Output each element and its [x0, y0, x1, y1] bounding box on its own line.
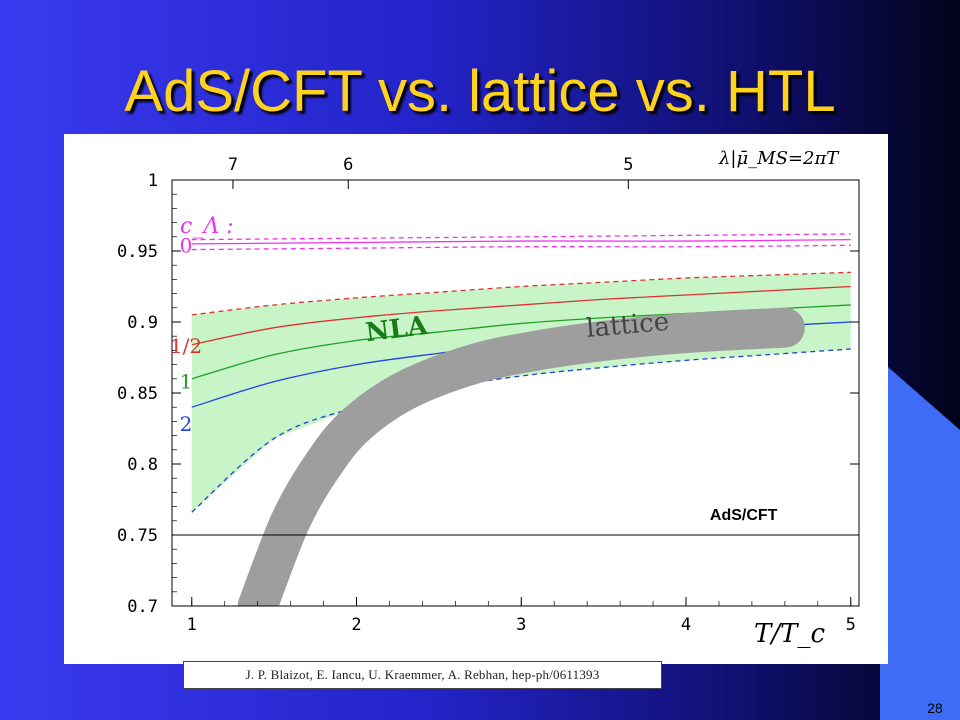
y-tick-label: 0.9	[127, 313, 158, 333]
series-line-2	[191, 244, 851, 251]
series-line-3	[191, 285, 851, 346]
bottom-mask	[64, 606, 888, 664]
series-line-0	[191, 238, 851, 245]
top-tick-label: 6	[343, 155, 353, 175]
x-tick-label: 3	[516, 615, 526, 635]
x-tick-label: 4	[681, 615, 691, 635]
series-line-7	[191, 348, 851, 513]
adscft-label: AdS/CFT	[710, 507, 778, 524]
y-tick-label: 0.75	[117, 526, 158, 546]
accent-wedge-shape	[880, 360, 960, 720]
citation: J. P. Blaizot, E. Iancu, U. Kraemmer, A.…	[183, 661, 662, 689]
y-tick-label: 0.7	[127, 597, 158, 617]
lattice-band	[237, 307, 805, 626]
axes-frame-layer	[171, 179, 860, 607]
x-tick-label: 1	[187, 615, 197, 635]
series-label: 2	[180, 412, 193, 436]
nla-band	[191, 272, 851, 513]
x-tick-label: 5	[846, 615, 856, 635]
series-label: 1/2	[170, 334, 202, 358]
top-axis-label: λ|μ̄_MS=2πT	[718, 148, 840, 169]
x-tick-label: 2	[351, 615, 361, 635]
y-tick-label: 0.85	[117, 384, 158, 404]
top-tick-label: 7	[228, 155, 238, 175]
series-line-1	[191, 233, 851, 241]
chart-figure: 0.7 0.75 0.8 0.85 0.9 0.95 1 1 2 3 4 5 7 6 5 T/T_c λ|μ̄_…	[64, 134, 888, 664]
series-label: 1	[180, 370, 193, 394]
chart-svg: 0.7 0.75 0.8 0.85 0.9 0.95 1 1 2 3 4 5 7 6 5 T/T_c λ|μ̄_…	[64, 148, 888, 664]
top-tick-label: 5	[623, 155, 633, 175]
lattice-label: lattice	[585, 307, 670, 344]
slide-title: AdS/CFT vs. lattice vs. HTL	[124, 59, 836, 124]
lattice-band-layer	[64, 307, 888, 664]
y-tick-label: 1	[148, 171, 158, 191]
slide-number: 28	[927, 700, 943, 716]
y-tick-label: 0.95	[117, 242, 158, 262]
series-label: 0	[180, 233, 193, 257]
x-axis-label: T/T_c	[754, 619, 825, 649]
series-line-6	[191, 271, 851, 316]
uncertainty-band-layer	[191, 272, 851, 513]
legend-title: c_Λ :	[180, 214, 234, 239]
y-tick-label: 0.8	[127, 455, 158, 475]
